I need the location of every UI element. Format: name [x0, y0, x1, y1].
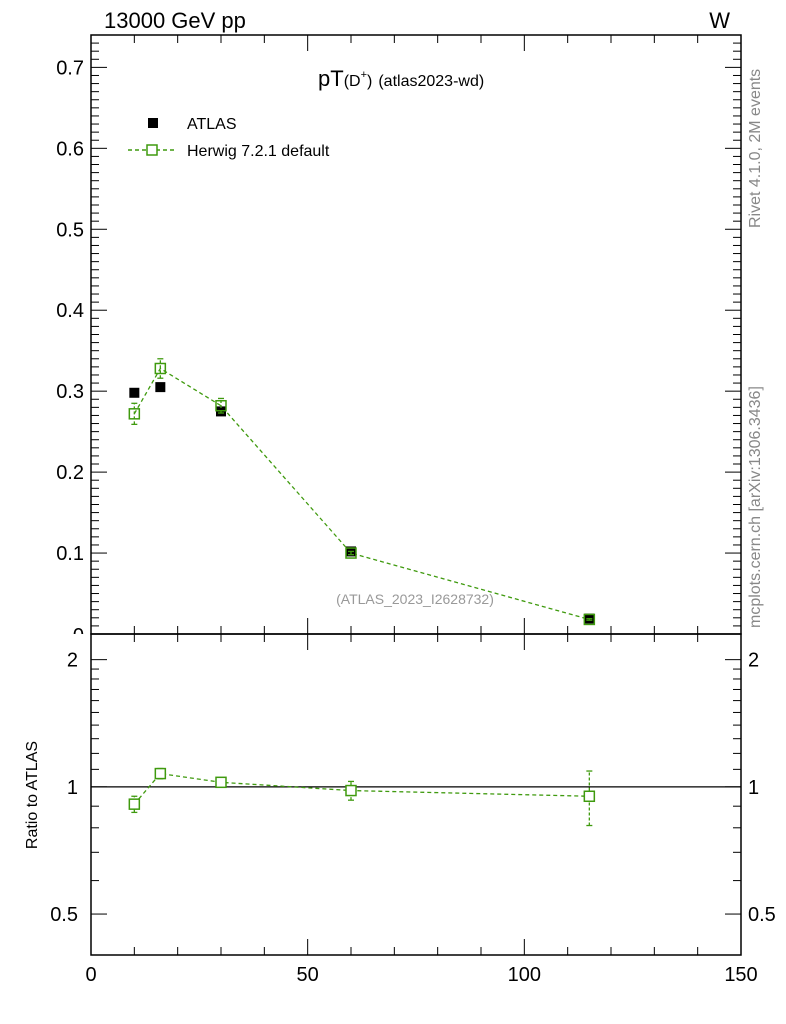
y-tick-label-ratio-right: 1: [748, 777, 759, 799]
legend-marker-herwig: [146, 144, 158, 156]
title-sub-close: ): [367, 73, 372, 90]
title-main: pT: [318, 66, 344, 91]
ratio-panel-frame: [90, 633, 742, 956]
ratio-point: [215, 776, 227, 789]
y-tick-label-ratio: 1: [67, 777, 78, 799]
atlas-point: [129, 387, 140, 398]
legend-label-atlas: ATLAS: [187, 116, 237, 133]
y-tick-label-main: 0.5: [56, 219, 84, 241]
y-tick-label-main: 0.7: [56, 57, 84, 79]
herwig-point: [215, 399, 227, 412]
legend-label-herwig: Herwig 7.2.1 default: [187, 143, 330, 160]
x-tick-label: 150: [724, 964, 757, 986]
legend: ATLAS Herwig 7.2.1 default: [128, 116, 330, 160]
title-sub-open: (D: [344, 73, 361, 90]
process-label: W: [709, 8, 730, 33]
y-tick-label-main: 0.1: [56, 543, 84, 565]
x-tick-label: 100: [508, 964, 541, 986]
ratio-point: [345, 784, 357, 797]
y-tick-label-main: 0.3: [56, 381, 84, 403]
ratio-point: [128, 798, 141, 810]
x-tick-label: 0: [85, 964, 96, 986]
y-tick-label-main: 0.6: [56, 138, 84, 160]
ratio-line: [133, 772, 590, 805]
herwig-point: [128, 408, 141, 420]
title-sup: +: [361, 69, 367, 81]
x-tick-label: 50: [297, 964, 319, 986]
y-tick-label-ratio: 2: [67, 650, 78, 672]
ratio-point: [583, 790, 596, 803]
ratio-ylabel: Ratio to ATLAS: [24, 741, 41, 849]
y-tick-label-main: 0.2: [56, 462, 84, 484]
herwig-line: [133, 367, 590, 621]
rivet-label: Rivet 4.1.0, 2M events: [747, 69, 764, 228]
y-tick-label-ratio: 0.5: [50, 904, 78, 926]
y-tick-label-main: 0.4: [56, 300, 84, 322]
y-tick-label-ratio-right: 0.5: [748, 904, 776, 926]
title-tag: (atlas2023-wd): [378, 73, 484, 90]
y-tick-label-zero: 0: [73, 625, 84, 647]
herwig-point: [345, 547, 357, 559]
herwig-point: [154, 362, 167, 375]
mcplots-label: mcplots.cern.ch [arXiv:1306.3436]: [747, 386, 764, 628]
data-layer: [91, 358, 741, 827]
y-tick-label-ratio-right: 2: [748, 650, 759, 672]
analysis-watermark: (ATLAS_2023_I2628732): [336, 591, 494, 607]
ticks-layer: [90, 34, 742, 956]
tick-labels-layer: 0 50 100 150 0.1 0.2 0.3 0.4 0.5 0.6 0.7 0 0.5 0.5 1 1 2…: [50, 57, 776, 986]
legend-marker-atlas: [148, 118, 158, 128]
plot-title: pT(D+) (atlas2023-wd): [318, 66, 484, 91]
beam-label: 13000 GeV pp: [104, 8, 246, 33]
herwig-point: [583, 613, 596, 626]
atlas-point: [155, 382, 166, 393]
ratio-point: [154, 767, 167, 780]
